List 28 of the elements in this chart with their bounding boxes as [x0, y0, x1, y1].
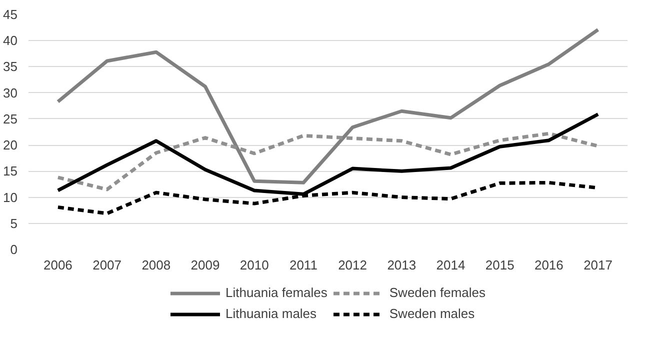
x-tick-label: 2007 — [92, 258, 122, 272]
y-tick-label: 15 — [3, 164, 18, 179]
y-tick-label: 5 — [10, 216, 18, 231]
x-tick-label: 2014 — [436, 258, 466, 272]
x-tick-label: 2017 — [584, 258, 613, 272]
y-tick-label: 40 — [3, 33, 18, 48]
y-tick-label: 25 — [3, 111, 18, 126]
x-tick-label: 2011 — [289, 258, 318, 272]
y-tick-label: 20 — [3, 138, 18, 153]
y-tick-label: 10 — [3, 190, 18, 205]
x-tick-label: 2012 — [338, 258, 368, 272]
legend-label: Sweden females — [389, 285, 486, 300]
y-tick-label: 45 — [3, 7, 18, 22]
y-tick-label: 35 — [3, 59, 18, 74]
line-series — [56, 132, 600, 192]
x-tick-label: 2010 — [240, 258, 269, 272]
y-tick-label: 30 — [3, 85, 18, 100]
line-series — [56, 28, 600, 184]
x-tick-label: 2008 — [142, 258, 171, 272]
x-tick-label: 2009 — [190, 258, 220, 272]
x-tick-label: 2006 — [44, 258, 72, 272]
legend-label: Sweden males — [389, 306, 475, 321]
legend-label: Lithuania females — [225, 285, 328, 300]
x-tick-label: 2015 — [485, 258, 514, 272]
legend-label: Lithuania males — [225, 306, 317, 321]
y-tick-label: 0 — [10, 242, 18, 257]
x-tick-label: 2016 — [534, 258, 564, 272]
x-tick-label: 2013 — [387, 258, 416, 272]
